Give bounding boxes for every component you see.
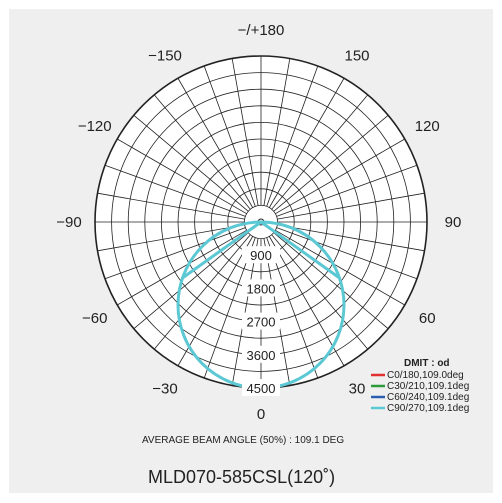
angle-tick-label: 90	[445, 214, 462, 231]
beam-angle-text: AVERAGE BEAM ANGLE (50%) : 109.1 DEG	[142, 435, 344, 446]
legend-entry: C30/210,109.1deg	[387, 381, 469, 392]
angle-tick-label: −90	[56, 214, 81, 231]
angle-tick-label: 30	[349, 380, 366, 397]
angle-tick-label: 120	[415, 118, 440, 135]
radial-tick-label: 3600	[247, 348, 276, 363]
legend-entry: C90/270,109.1deg	[387, 403, 469, 414]
angle-tick-label: −30	[152, 380, 177, 397]
angle-tick-label: 150	[344, 48, 369, 65]
legend-title: DMIT : od	[404, 358, 450, 369]
radial-tick-label: 4500	[247, 381, 276, 396]
angle-tick-label: −150	[148, 48, 182, 65]
angle-tick-label: −120	[78, 118, 112, 135]
legend-items: C0/180,109.0degC30/210,109.1degC60/240,1…	[371, 370, 469, 414]
legend: DMIT : od C0/180,109.0degC30/210,109.1de…	[371, 358, 469, 414]
radial-tick-label: 1800	[247, 281, 276, 296]
angle-tick-label: −/+180	[238, 22, 285, 39]
model-title: MLD070-585CSL(120˚)	[148, 467, 335, 487]
angle-tick-label: 60	[419, 310, 436, 327]
legend-entry: C60/240,109.1deg	[387, 392, 469, 403]
radial-tick-label: 900	[250, 248, 272, 263]
angle-tick-label: −60	[82, 310, 107, 327]
angle-tick-label: 0	[257, 406, 265, 423]
radial-tick-label: 2700	[247, 315, 276, 330]
legend-entry: C0/180,109.0deg	[387, 370, 464, 381]
